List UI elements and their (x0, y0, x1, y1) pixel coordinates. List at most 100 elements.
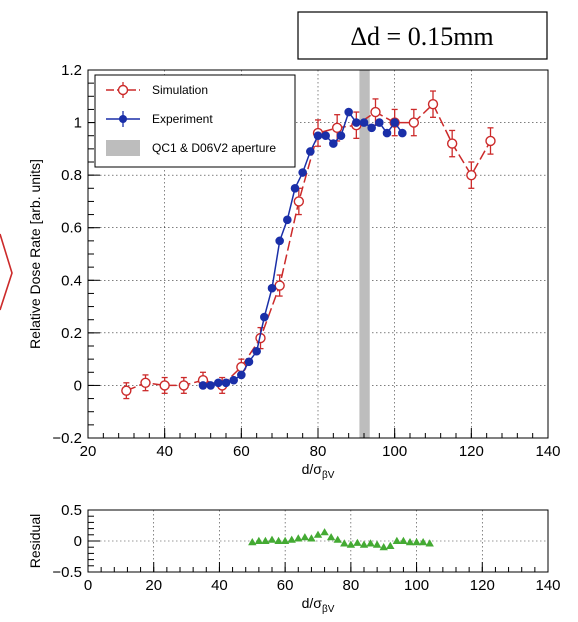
experiment-point (198, 381, 208, 390)
residual-plot: 0 20 40 60 80 100 120 140−0.500.5 Residual d/σβ… (27, 502, 561, 615)
residual-point (392, 536, 402, 544)
experiment-point (375, 118, 384, 127)
arrow-icon (0, 233, 13, 311)
residual-grid (88, 510, 548, 572)
x-tick-label: 80 (310, 443, 327, 460)
experiment-point (237, 370, 246, 380)
main-series-layer (121, 90, 496, 400)
residual-xlabel-sub: βV (322, 604, 335, 615)
aperture-band (359, 70, 370, 438)
experiment-point (321, 131, 330, 141)
experiment-point (252, 346, 261, 356)
experiment-point (283, 215, 292, 225)
x-tick-label: 60 (277, 577, 294, 594)
simulation-point (274, 280, 285, 291)
experiment-point (382, 128, 392, 138)
simulation-point (466, 169, 477, 181)
residual-point (287, 535, 296, 543)
experiment-point (336, 131, 346, 141)
residual-point (405, 538, 415, 546)
x-tick-label: 20 (145, 577, 162, 594)
experiment-point (260, 312, 269, 322)
residual-xlabel-base: d/σ (302, 595, 323, 611)
residual-series-layer (248, 528, 434, 551)
annotation-text: Δd = 0.15mm (350, 22, 493, 51)
experiment-point (329, 139, 338, 148)
experiment-point (298, 168, 307, 177)
residual-point (261, 536, 270, 544)
experiment-point (221, 378, 231, 388)
x-tick-label: 60 (233, 443, 250, 460)
main-xlabel-sub: βV (322, 470, 335, 481)
residual-point (254, 536, 264, 544)
residual-ylabel: Residual (27, 514, 43, 568)
main-xlabel-base: d/σ (302, 461, 323, 477)
residual-point (359, 540, 369, 548)
simulation-point (446, 138, 458, 149)
experiment-point (275, 236, 284, 246)
simulation-point (408, 117, 420, 128)
simulation-point (485, 135, 496, 147)
experiment-point (344, 107, 353, 117)
y-tick-label: 0 (74, 533, 82, 550)
experiment-point (367, 123, 376, 133)
experiment-point (359, 118, 369, 127)
simulation-point (121, 385, 132, 396)
experiment-point (306, 147, 315, 156)
residual-point (353, 538, 362, 546)
x-tick-label: 100 (404, 577, 429, 594)
y-tick-label: 0.2 (61, 325, 82, 342)
residual-point (379, 543, 388, 551)
simulation-point (331, 122, 343, 134)
legend-items (106, 82, 140, 156)
x-tick-label: 40 (211, 577, 228, 594)
experiment-point (206, 381, 215, 390)
residual-point (386, 541, 395, 549)
residual-point (320, 528, 329, 536)
experiment-point (229, 375, 238, 385)
simulation-point (293, 196, 305, 207)
residual-point (399, 536, 408, 544)
residual-point (333, 535, 342, 543)
experiment-point (390, 118, 399, 127)
x-tick-label: 140 (535, 443, 560, 460)
simulation-point (427, 98, 439, 110)
legend: Simulation Experiment QC1 & D06V2 apertu… (94, 74, 296, 168)
y-tick-label: 1.2 (61, 62, 82, 79)
residual-point (340, 539, 349, 547)
x-tick-label: 100 (382, 443, 407, 460)
simulation-point (178, 380, 190, 391)
residual-point (294, 534, 303, 542)
experiment-point (352, 118, 361, 127)
experiment-point (267, 283, 277, 293)
y-tick-label: 0.8 (61, 167, 82, 184)
experiment-point (244, 357, 254, 367)
x-tick-label: 20 (80, 443, 97, 460)
y-tick-label: 0.4 (61, 272, 82, 289)
legend-swatch-aperture (106, 140, 140, 156)
residual-point (366, 539, 375, 547)
x-tick-label: 80 (343, 577, 360, 594)
legend-label-aperture: QC1 & D06V2 aperture (152, 141, 276, 155)
residual-point (326, 533, 336, 541)
main-xlabel: d/σβV (302, 461, 335, 481)
main-axes: 20 40 60 80 100 120 140 −0.2 0 0.2 0.4 0.6 0.8 1 1.2 (52, 62, 560, 460)
main-ylabel: Relative Dose Rate [arb. units] (27, 159, 43, 349)
experiment-point (313, 131, 323, 141)
residual-point (418, 538, 428, 546)
y-tick-label: 0.6 (61, 220, 82, 237)
y-tick-label: 0.5 (61, 502, 82, 519)
residual-point (280, 536, 290, 544)
y-tick-label: −0.5 (52, 564, 82, 581)
x-tick-label: 0 (84, 577, 92, 594)
y-tick-label: −0.2 (52, 430, 82, 447)
x-tick-label: 40 (156, 443, 173, 460)
x-tick-label: 120 (459, 443, 484, 460)
residual-point (267, 535, 277, 543)
y-tick-label: 0 (74, 377, 82, 394)
residual-axes: 0 20 40 60 80 100 120 140−0.500.5 (52, 502, 560, 594)
experiment-point (214, 378, 223, 388)
residual-point (425, 539, 434, 547)
x-tick-label: 140 (535, 577, 560, 594)
